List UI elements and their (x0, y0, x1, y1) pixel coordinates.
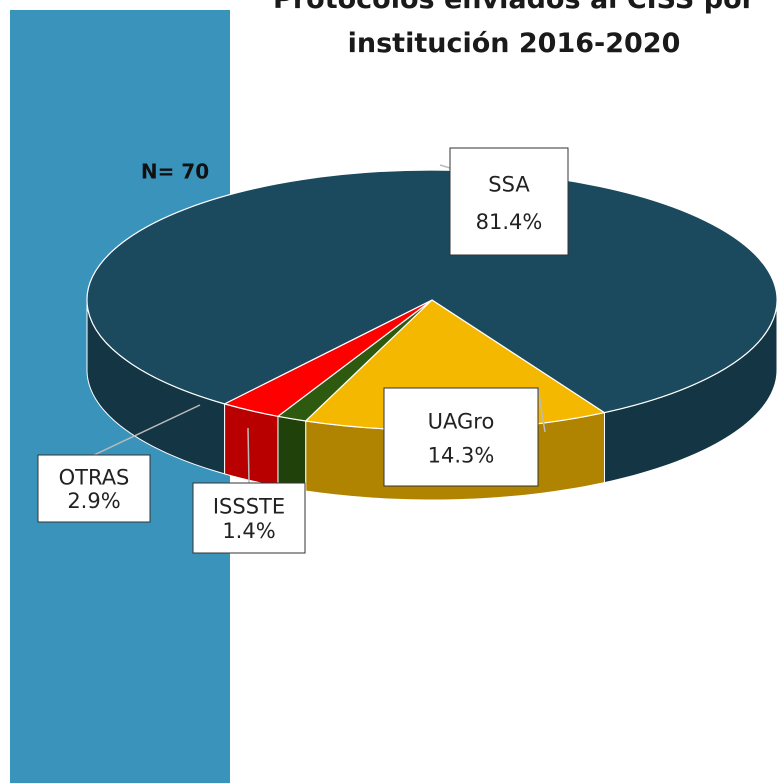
chart-title: Protocolos enviados al CISS por instituc… (273, 0, 755, 59)
value-label: 14.3% (428, 444, 495, 468)
category-label: ISSSTE (213, 495, 285, 519)
value-label: 81.4% (476, 210, 543, 234)
slice-side (224, 403, 279, 487)
label-box (192, 482, 306, 554)
slice-side (277, 415, 307, 492)
label-box (383, 387, 539, 487)
label-box (37, 454, 151, 523)
category-label: OTRAS (59, 465, 130, 489)
label-box (449, 147, 569, 256)
annotation: N= 70 (141, 160, 209, 184)
title-box: Protocolos enviados al CISS por instituc… (273, 0, 755, 59)
value-label: 1.4% (222, 519, 275, 543)
value-label: 2.9% (67, 489, 120, 513)
category-label: UAGro (428, 409, 495, 433)
leader-line (93, 404, 201, 456)
category-label: SSA (488, 172, 530, 196)
leader-line (537, 387, 546, 433)
leader-line (439, 164, 451, 169)
leader-line (247, 427, 250, 484)
